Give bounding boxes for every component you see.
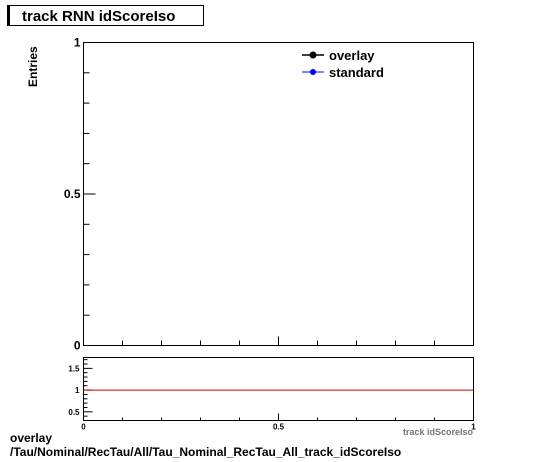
footer-line-2: /Tau/Nominal/RecTau/All/Tau_Nominal_RecT… bbox=[10, 445, 402, 459]
legend: overlay standard bbox=[302, 48, 384, 80]
ratio-plot-ticks bbox=[83, 359, 474, 421]
ratio-y-tick-label-1-5: 1.5 bbox=[68, 364, 80, 373]
main-y-tick-label-0-5: 0.5 bbox=[64, 187, 81, 201]
legend-label-standard: standard bbox=[329, 65, 384, 80]
main-y-tick-label-0: 0 bbox=[74, 339, 81, 353]
title-box: track RNN idScoreIso bbox=[7, 5, 204, 26]
chart-title: track RNN idScoreIso bbox=[22, 8, 175, 25]
ratio-y-tick-label-0-5: 0.5 bbox=[68, 408, 80, 417]
x-axis-label: track idScoreIso bbox=[403, 427, 474, 437]
ratio-x-tick-label-0-5: 0.5 bbox=[273, 423, 285, 432]
legend-marker-standard bbox=[310, 69, 316, 75]
main-plot-frame bbox=[83, 42, 474, 346]
ratio-x-tick-label-1: 1 bbox=[471, 423, 476, 432]
ratio-plot-frame bbox=[83, 357, 474, 421]
footer-path: overlay /Tau/Nominal/RecTau/All/Tau_Nomi… bbox=[10, 431, 401, 459]
main-y-tick-label-1: 1 bbox=[74, 36, 81, 50]
ratio-y-tick-label-1: 1 bbox=[75, 386, 80, 395]
y-axis-label: Entries bbox=[26, 46, 40, 87]
legend-label-overlay: overlay bbox=[329, 48, 375, 63]
footer-line-1: overlay bbox=[10, 431, 53, 445]
legend-marker-overlay bbox=[309, 51, 317, 59]
ratio-x-tick-label-0: 0 bbox=[81, 423, 86, 432]
legend-entry-standard: standard bbox=[302, 65, 384, 80]
main-plot-ticks bbox=[83, 42, 474, 346]
legend-entry-overlay: overlay bbox=[302, 48, 375, 63]
